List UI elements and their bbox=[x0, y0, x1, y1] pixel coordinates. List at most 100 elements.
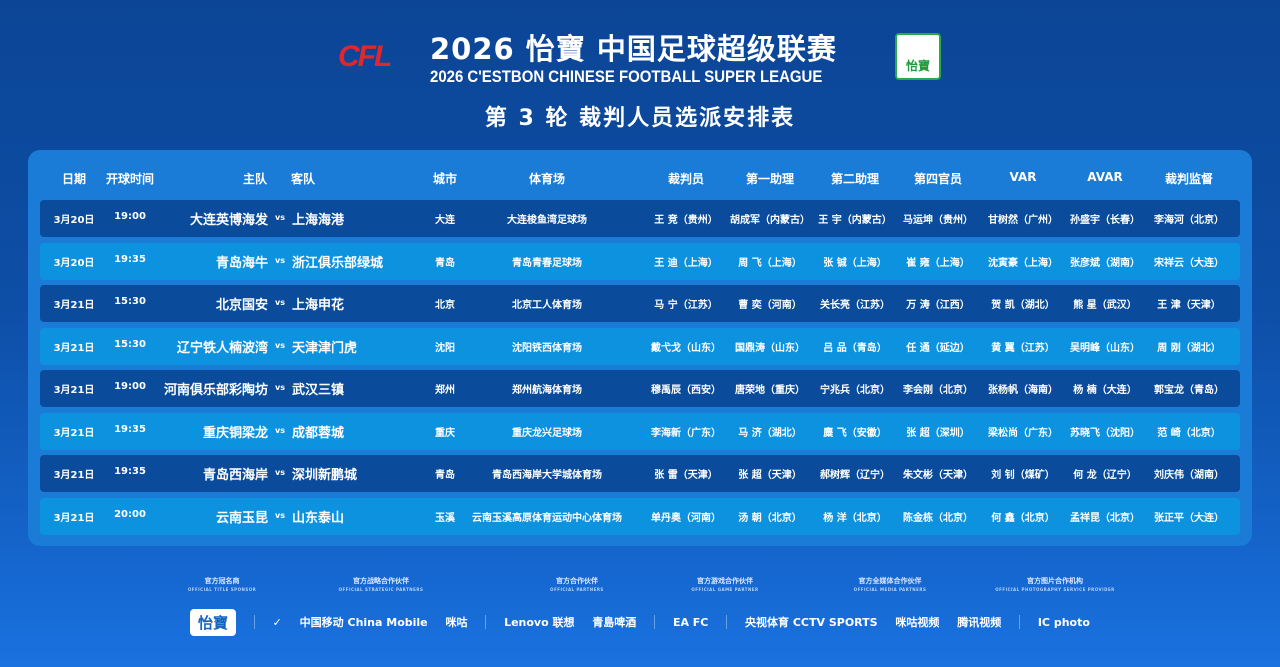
sponsor-category-cn: 官方战略合作伙伴 bbox=[353, 577, 409, 585]
cell-time: 20:00 bbox=[114, 508, 146, 520]
sponsor-category-en: OFFICIAL MEDIA PARTNERS bbox=[853, 587, 927, 592]
divider bbox=[654, 615, 656, 629]
table-row: 3月21日 20:00 玉溪 云南玉溪高原体育运动中心体育场 单丹奥（河南） 汤 朝（北京… bbox=[40, 497, 1240, 535]
cell-ref: 戴弋戈（山东） bbox=[651, 342, 721, 354]
cell-var: 沈寅豪（上海） bbox=[988, 257, 1058, 269]
column-header: 日期 bbox=[61, 172, 87, 186]
home-team: 云南玉昆 bbox=[215, 510, 268, 526]
cell-fourth: 万 涛（江西） bbox=[906, 300, 970, 311]
vs-label: vs bbox=[275, 468, 285, 477]
cell-var: 甘树然（广州） bbox=[988, 215, 1058, 226]
cell-time: 19:00 bbox=[114, 381, 146, 392]
table-row: 3月21日 15:30 沈阳 沈阳铁西体育场 戴弋戈（山东） 国鼎涛（山东） 吕 品（青岛）… bbox=[40, 327, 1240, 365]
cell-stadium: 重庆龙兴足球场 bbox=[512, 427, 582, 439]
cell-ar1: 马 济（湖北） bbox=[738, 427, 802, 439]
cell-ref: 张 雷（天津） bbox=[654, 470, 718, 481]
cell-ref: 马 宁（江苏） bbox=[654, 300, 718, 311]
cell-date: 3月20日 bbox=[53, 257, 95, 269]
away-team: 深圳新鹏城 bbox=[292, 468, 358, 483]
cell-stadium: 青岛青春足球场 bbox=[512, 257, 582, 269]
sponsor-category: 官方全媒体合作伙伴 OFFICIAL MEDIA PARTNERS bbox=[854, 576, 927, 592]
cell-supervisor: 郭宝龙（青岛） bbox=[1154, 385, 1224, 396]
column-header: 开球时间 bbox=[105, 172, 155, 186]
cell-supervisor: 周 刚（湖北） bbox=[1157, 342, 1221, 354]
cell-fourth: 张 超（深圳） bbox=[906, 427, 970, 439]
cell-ar1: 唐荣地（重庆） bbox=[735, 385, 805, 396]
cell-ar1: 胡成军（内蒙古） bbox=[730, 215, 810, 226]
cell-date: 3月21日 bbox=[53, 512, 95, 524]
sponsor-category-en: OFFICIAL TITLE SPONSOR bbox=[187, 587, 257, 592]
cell-stadium: 云南玉溪高原体育运动中心体育场 bbox=[472, 512, 622, 524]
cell-time: 15:30 bbox=[114, 296, 146, 307]
cell-ref: 单丹奥（河南） bbox=[651, 512, 721, 524]
column-header: 第二助理 bbox=[830, 172, 880, 186]
cell-supervisor: 李海河（北京） bbox=[1154, 215, 1224, 226]
away-team: 上海海港 bbox=[292, 213, 345, 228]
cell-avar: 熊 星（武汉） bbox=[1073, 300, 1137, 311]
cell-avar: 苏晓飞（沈阳） bbox=[1070, 427, 1140, 439]
sponsor-logo: Lenovo 联想 bbox=[504, 616, 575, 629]
sponsor-logo: 青島啤酒 bbox=[592, 616, 637, 629]
cell-var: 梁松尚（广东） bbox=[988, 427, 1058, 439]
home-team: 河南俱乐部彩陶坊 bbox=[163, 383, 268, 398]
sponsor-category-en: OFFICIAL PARTNERS bbox=[550, 587, 604, 592]
sponsor-category-cn: 官方合作伙伴 bbox=[556, 577, 598, 585]
cell-city: 郑州 bbox=[435, 385, 455, 396]
cell-ar1: 国鼎涛（山东） bbox=[735, 342, 805, 354]
column-header: AVAR bbox=[1087, 170, 1123, 184]
column-header: 客队 bbox=[290, 172, 316, 186]
cell-fourth: 李会刚（北京） bbox=[903, 385, 973, 396]
cell-time: 19:00 bbox=[114, 211, 146, 222]
sponsor-category-cn: 官方图片合作机构 bbox=[1026, 577, 1083, 585]
home-team: 重庆铜梁龙 bbox=[202, 425, 268, 441]
column-header: 体育场 bbox=[528, 172, 566, 186]
away-team: 天津津门虎 bbox=[292, 340, 358, 356]
cell-ar2: 张 铖（上海） bbox=[823, 257, 887, 269]
column-header: 裁判员 bbox=[667, 172, 705, 186]
cell-time: 19:35 bbox=[114, 253, 146, 265]
cell-city: 青岛 bbox=[435, 257, 455, 269]
cell-avar: 何 龙（辽宁） bbox=[1073, 470, 1137, 481]
cell-supervisor: 张正平（大连） bbox=[1154, 512, 1224, 524]
cell-supervisor: 王 津（天津） bbox=[1157, 300, 1221, 311]
cell-ar2: 吕 品（青岛） bbox=[823, 342, 887, 354]
vs-label: vs bbox=[275, 255, 285, 265]
cell-ar2: 王 宇（内蒙古） bbox=[818, 215, 892, 226]
cell-supervisor: 范 崎（北京） bbox=[1157, 427, 1221, 439]
cell-date: 3月21日 bbox=[53, 300, 95, 311]
cell-time: 15:30 bbox=[114, 338, 146, 350]
cell-city: 大连 bbox=[435, 215, 455, 226]
sponsor-category: 官方游戏合作伙伴 OFFICIAL GAME PARTNER bbox=[691, 576, 758, 592]
column-header: 第四官员 bbox=[913, 172, 963, 186]
column-header: 第一助理 bbox=[745, 172, 795, 186]
cell-stadium: 大连梭鱼湾足球场 bbox=[507, 215, 587, 226]
divider bbox=[253, 615, 255, 629]
vs-label: vs bbox=[275, 510, 285, 520]
sponsor-category: 官方合作伙伴 OFFICIAL PARTNERS bbox=[550, 576, 604, 592]
cell-stadium: 青岛西海岸大学城体育场 bbox=[492, 470, 602, 481]
sponsor-logo: 央视体育 CCTV SPORTS bbox=[745, 616, 878, 629]
cell-date: 3月20日 bbox=[53, 215, 95, 226]
cell-ar2: 关长亮（江苏） bbox=[820, 300, 890, 311]
sponsor-logo: ✓ bbox=[272, 615, 282, 629]
cell-time: 19:35 bbox=[114, 423, 146, 435]
home-team: 青岛西海岸 bbox=[202, 468, 268, 483]
divider bbox=[485, 615, 487, 629]
sponsor-logo: 中国移动 China Mobile bbox=[299, 616, 428, 629]
csl-badge-logo: 怡寶 bbox=[895, 33, 941, 80]
header: CFL 2026 怡寶 中国足球超级联赛 2026 C'ESTBON CHINE… bbox=[0, 0, 1280, 140]
cell-var: 张杨帆（海南） bbox=[988, 385, 1058, 396]
cell-city: 玉溪 bbox=[435, 512, 455, 524]
cell-supervisor: 刘庆伟（湖南） bbox=[1154, 470, 1224, 481]
cell-date: 3月21日 bbox=[53, 342, 95, 354]
cell-avar: 孙盛宇（长春） bbox=[1070, 215, 1140, 226]
home-team: 大连英博海发 bbox=[189, 213, 268, 228]
table-row: 3月21日 19:35 重庆 重庆龙兴足球场 李海新（广东） 马 济（湖北） 麋 飞（安徽）… bbox=[40, 412, 1240, 450]
cell-date: 3月21日 bbox=[53, 427, 95, 439]
sponsors-bar: 怡寶 ✓ 中国移动 China Mobile 咪咕 Lenovo 联想 青島啤酒 EA FC… bbox=[0, 570, 1280, 667]
page-title: 第 3 轮 裁判人员选派安排表 bbox=[484, 106, 796, 131]
sponsor-logo: 咪咕 bbox=[445, 616, 468, 629]
cell-fourth: 任 通（延边） bbox=[906, 342, 970, 354]
cell-var: 刘 钊（煤矿） bbox=[991, 470, 1055, 481]
sponsor-category-cn: 官方全媒体合作伙伴 bbox=[858, 577, 922, 585]
